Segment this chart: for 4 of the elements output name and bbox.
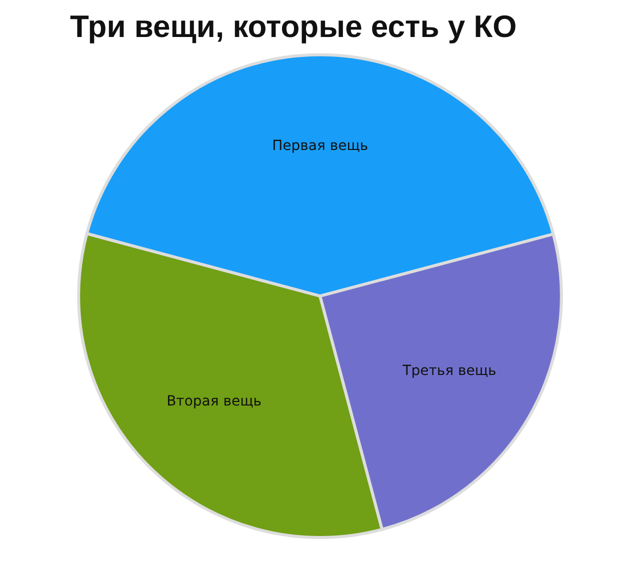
slice-label: Первая вещь <box>272 138 368 154</box>
slice-label: Третья вещь <box>402 362 496 379</box>
chart-title: Три вещи, которые есть у КО <box>70 9 517 44</box>
slice-label: Вторая вещь <box>166 393 262 410</box>
